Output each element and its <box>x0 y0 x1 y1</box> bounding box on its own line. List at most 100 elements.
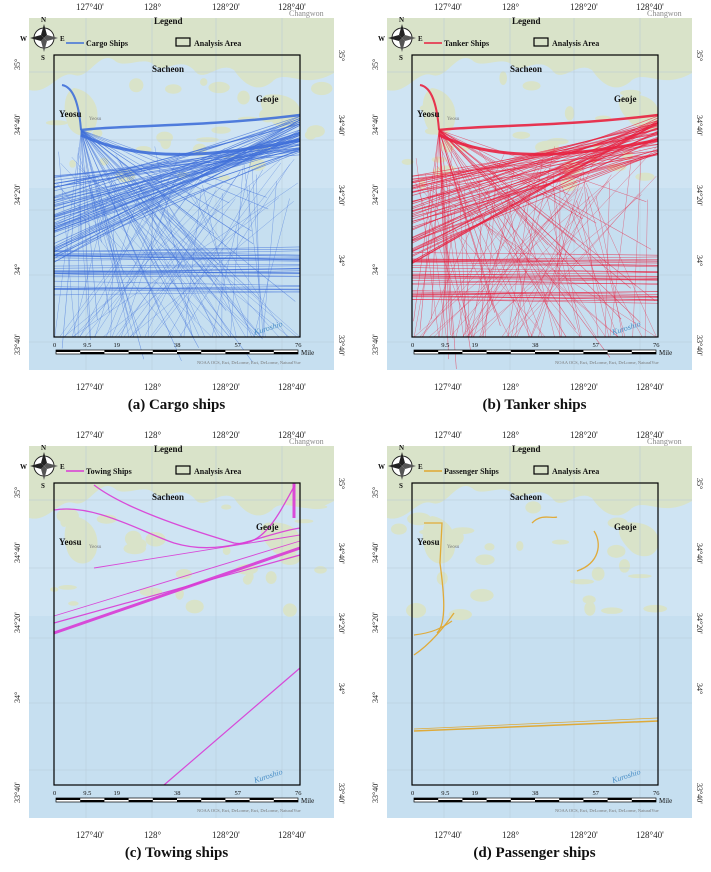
scale-segment <box>414 798 439 800</box>
lon-tick-bottom: 128° <box>144 830 162 840</box>
lat-tick-left: 34°20' <box>371 612 380 633</box>
island <box>310 81 333 96</box>
scale-segment <box>510 350 535 352</box>
track <box>431 129 440 320</box>
lon-tick-top: 128° <box>144 2 162 12</box>
scale-unit: Mile <box>659 797 672 805</box>
scale-segment <box>201 350 226 352</box>
lon-tick-top: 128°20' <box>212 2 240 12</box>
lat-tick-right: 34°20' <box>337 613 346 634</box>
caption-towing: (c) Towing ships <box>124 845 229 861</box>
track <box>632 157 642 338</box>
lon-tick-top: 128° <box>502 2 520 12</box>
scale-tick: 9.5 <box>441 790 449 797</box>
track <box>105 164 194 338</box>
lat-tick-left: 33°40' <box>13 334 22 355</box>
compass-n: N <box>399 16 404 24</box>
compass-n: N <box>41 16 46 24</box>
track <box>411 149 659 212</box>
lat-tick-right: 34°40' <box>337 115 346 136</box>
scale-segment <box>462 798 487 800</box>
track <box>78 153 142 338</box>
scale-tick: 38 <box>174 342 181 349</box>
label-sacheon: Sacheon <box>152 492 184 502</box>
compass-w: W <box>20 463 27 471</box>
compass-e: E <box>418 35 423 43</box>
track <box>511 146 556 338</box>
lat-tick-right: 34°40' <box>695 115 704 136</box>
scale-unit: Mile <box>301 349 314 357</box>
lat-tick-left: 35° <box>13 59 22 70</box>
island <box>451 527 475 534</box>
track <box>80 129 102 243</box>
track <box>118 203 209 338</box>
scale-tick: 38 <box>532 342 539 349</box>
label-yeosu-small: Yeosu <box>89 117 102 122</box>
track <box>438 129 453 339</box>
legend-series-label: Towing Ships <box>86 467 132 476</box>
compass-e: E <box>60 35 65 43</box>
scale-segment <box>438 352 463 354</box>
island <box>618 559 631 573</box>
track <box>411 259 659 262</box>
island-geoje <box>260 522 301 557</box>
track <box>80 129 91 340</box>
track <box>53 121 301 229</box>
island <box>175 568 193 580</box>
label-yeosu: Yeosu <box>417 109 440 119</box>
panel-passenger: Sacheon Geoje Yeosu Yeosu Changwon Legend Pass… <box>362 428 707 861</box>
scale-tick: 57 <box>593 342 600 349</box>
legend-area-label: Analysis Area <box>552 39 599 48</box>
lat-tick-right: 35° <box>695 478 704 489</box>
scale-segment <box>249 350 274 352</box>
track <box>53 129 301 263</box>
lon-tick-bottom: 128°40' <box>278 382 306 392</box>
scale-tick: 38 <box>532 790 539 797</box>
track <box>53 137 301 232</box>
label-changwon: Changwon <box>647 437 682 446</box>
track <box>425 173 447 338</box>
track <box>420 187 546 338</box>
compass-s: S <box>399 54 403 62</box>
compass-n: N <box>41 444 46 452</box>
track <box>79 129 82 239</box>
island <box>643 604 668 613</box>
lat-tick-right: 34°20' <box>695 185 704 206</box>
track <box>243 163 266 338</box>
mainland <box>29 18 334 91</box>
ship-tracks <box>411 84 659 370</box>
island <box>407 512 431 526</box>
track <box>171 168 288 338</box>
track <box>434 189 510 338</box>
track <box>53 115 301 198</box>
track <box>247 185 250 338</box>
track <box>262 181 277 338</box>
label-yeosu: Yeosu <box>417 537 440 547</box>
track <box>80 129 253 363</box>
track <box>441 149 531 338</box>
island <box>551 539 570 545</box>
compass-rose-icon: N S E W <box>378 444 423 490</box>
track <box>411 291 659 297</box>
analysis-area-frame <box>411 482 659 786</box>
track <box>415 158 439 338</box>
scale-segment <box>201 798 226 800</box>
map-cargo: Sacheon Geoje Yeosu Yeosu Changwon Legend Carg… <box>13 2 346 392</box>
compass-needle-s <box>399 466 405 480</box>
island <box>165 84 182 94</box>
track <box>80 129 110 313</box>
track <box>61 84 82 131</box>
legend-title: Legend <box>512 16 541 26</box>
lat-tick-left: 33°40' <box>371 334 380 355</box>
track <box>111 172 181 338</box>
caption-passenger: (d) Passenger ships <box>473 845 596 861</box>
scale-segment <box>249 798 274 800</box>
track <box>132 170 241 338</box>
island-geoje <box>618 522 659 557</box>
island <box>390 523 407 535</box>
lon-tick-bottom: 128°40' <box>636 830 664 840</box>
track <box>53 554 301 624</box>
track <box>455 152 533 338</box>
label-yeosu-small: Yeosu <box>447 545 460 550</box>
